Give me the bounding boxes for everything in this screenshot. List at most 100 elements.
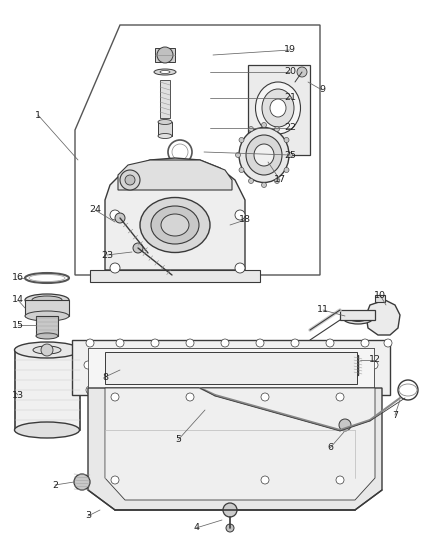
Ellipse shape — [161, 214, 189, 236]
Text: 23: 23 — [101, 251, 113, 260]
Ellipse shape — [160, 70, 170, 74]
Circle shape — [110, 263, 120, 273]
Ellipse shape — [239, 127, 289, 182]
Circle shape — [235, 210, 245, 220]
Text: 4: 4 — [193, 523, 199, 532]
Polygon shape — [105, 388, 375, 500]
Polygon shape — [248, 65, 310, 155]
Ellipse shape — [33, 346, 61, 354]
Polygon shape — [105, 158, 245, 270]
Circle shape — [384, 339, 392, 347]
Text: 9: 9 — [319, 85, 325, 94]
Polygon shape — [340, 310, 375, 320]
Text: 20: 20 — [284, 68, 296, 77]
Polygon shape — [90, 270, 260, 282]
Circle shape — [236, 152, 240, 157]
Circle shape — [261, 476, 269, 484]
Ellipse shape — [254, 144, 274, 166]
Circle shape — [256, 339, 264, 347]
Circle shape — [235, 263, 245, 273]
Text: 22: 22 — [284, 124, 296, 133]
Text: 6: 6 — [327, 443, 333, 453]
Circle shape — [84, 361, 92, 369]
Polygon shape — [88, 348, 374, 388]
Circle shape — [86, 386, 94, 394]
Circle shape — [339, 419, 351, 431]
Circle shape — [297, 67, 307, 77]
Circle shape — [74, 474, 90, 490]
Ellipse shape — [154, 69, 176, 75]
Circle shape — [125, 175, 135, 185]
Text: 14: 14 — [12, 295, 24, 304]
Polygon shape — [72, 340, 390, 395]
Circle shape — [286, 386, 294, 394]
Circle shape — [216, 386, 224, 394]
Circle shape — [115, 213, 125, 223]
Text: 10: 10 — [374, 290, 386, 300]
Text: 21: 21 — [284, 93, 296, 102]
Ellipse shape — [255, 82, 300, 134]
Circle shape — [146, 386, 154, 394]
Circle shape — [287, 152, 293, 157]
Ellipse shape — [14, 422, 80, 438]
Circle shape — [111, 393, 119, 401]
Polygon shape — [160, 80, 170, 118]
Circle shape — [261, 123, 266, 127]
Circle shape — [157, 47, 173, 63]
Circle shape — [86, 339, 94, 347]
Circle shape — [261, 393, 269, 401]
Text: 19: 19 — [284, 45, 296, 54]
Text: 16: 16 — [12, 273, 24, 282]
Polygon shape — [88, 388, 382, 510]
Circle shape — [370, 361, 378, 369]
Ellipse shape — [246, 135, 282, 175]
Text: 15: 15 — [12, 320, 24, 329]
Circle shape — [151, 339, 159, 347]
Circle shape — [186, 339, 194, 347]
Circle shape — [353, 355, 363, 365]
Circle shape — [239, 138, 244, 142]
Circle shape — [336, 476, 344, 484]
Polygon shape — [375, 295, 385, 302]
Text: 17: 17 — [274, 175, 286, 184]
Circle shape — [248, 126, 254, 132]
Polygon shape — [158, 122, 172, 136]
Polygon shape — [118, 160, 232, 190]
Polygon shape — [366, 300, 400, 335]
Text: 8: 8 — [102, 373, 108, 382]
Circle shape — [361, 339, 369, 347]
Circle shape — [133, 243, 143, 253]
Circle shape — [336, 393, 344, 401]
Text: 1: 1 — [35, 110, 41, 119]
Text: 24: 24 — [89, 206, 101, 214]
Circle shape — [41, 344, 53, 356]
Polygon shape — [15, 350, 80, 430]
Polygon shape — [105, 352, 357, 384]
Circle shape — [275, 126, 279, 132]
Circle shape — [291, 339, 299, 347]
Ellipse shape — [270, 99, 286, 117]
Polygon shape — [155, 48, 175, 62]
Circle shape — [116, 339, 124, 347]
Ellipse shape — [158, 133, 172, 139]
Polygon shape — [75, 25, 320, 275]
Circle shape — [284, 167, 289, 173]
Ellipse shape — [36, 333, 58, 339]
Polygon shape — [25, 300, 69, 316]
Text: 2: 2 — [52, 481, 58, 489]
Circle shape — [186, 393, 194, 401]
Circle shape — [110, 210, 120, 220]
Ellipse shape — [343, 312, 373, 324]
Circle shape — [326, 339, 334, 347]
Circle shape — [275, 179, 279, 183]
Ellipse shape — [151, 206, 199, 244]
Ellipse shape — [25, 294, 69, 306]
Ellipse shape — [140, 198, 210, 253]
Ellipse shape — [158, 119, 172, 125]
Ellipse shape — [25, 311, 69, 321]
Polygon shape — [88, 348, 374, 388]
Circle shape — [261, 182, 266, 188]
Circle shape — [248, 179, 254, 183]
Text: 13: 13 — [12, 391, 24, 400]
Ellipse shape — [262, 89, 294, 127]
